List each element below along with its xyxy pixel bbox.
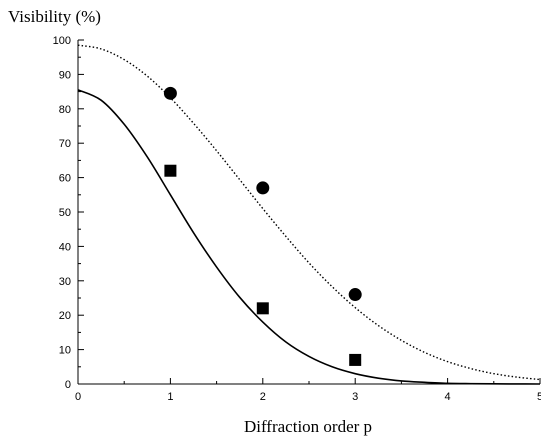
fit-curve-solid	[77, 89, 541, 385]
y-tick-label: 100	[53, 35, 71, 47]
y-tick-label: 90	[59, 69, 71, 81]
square-point	[349, 353, 362, 366]
y-tick-label: 60	[59, 173, 71, 185]
fit-curve-dotted	[77, 44, 541, 381]
y-tick-label: 50	[59, 207, 71, 219]
y-tick-label: 20	[59, 310, 71, 322]
y-tick-label: 30	[59, 276, 71, 288]
y-axis-title: Visibility (%)	[8, 7, 101, 26]
y-tick-label: 10	[59, 345, 71, 357]
circle-point	[348, 288, 362, 302]
x-tick-label: 2	[260, 391, 266, 403]
circle-point	[163, 86, 177, 100]
circle-point	[256, 181, 270, 195]
y-tick-label: 70	[59, 138, 71, 150]
square-point	[256, 302, 269, 315]
square-point	[164, 164, 177, 177]
x-tick-label: 3	[352, 391, 358, 403]
y-tick-label: 80	[59, 104, 71, 116]
y-tick-label: 0	[65, 379, 71, 391]
x-tick-label: 5	[537, 391, 541, 403]
x-tick-label: 0	[75, 391, 81, 403]
y-tick-label: 40	[59, 241, 71, 253]
x-axis-title: Diffraction order p	[244, 417, 372, 436]
x-tick-label: 4	[445, 391, 451, 403]
x-tick-label: 1	[167, 391, 173, 403]
